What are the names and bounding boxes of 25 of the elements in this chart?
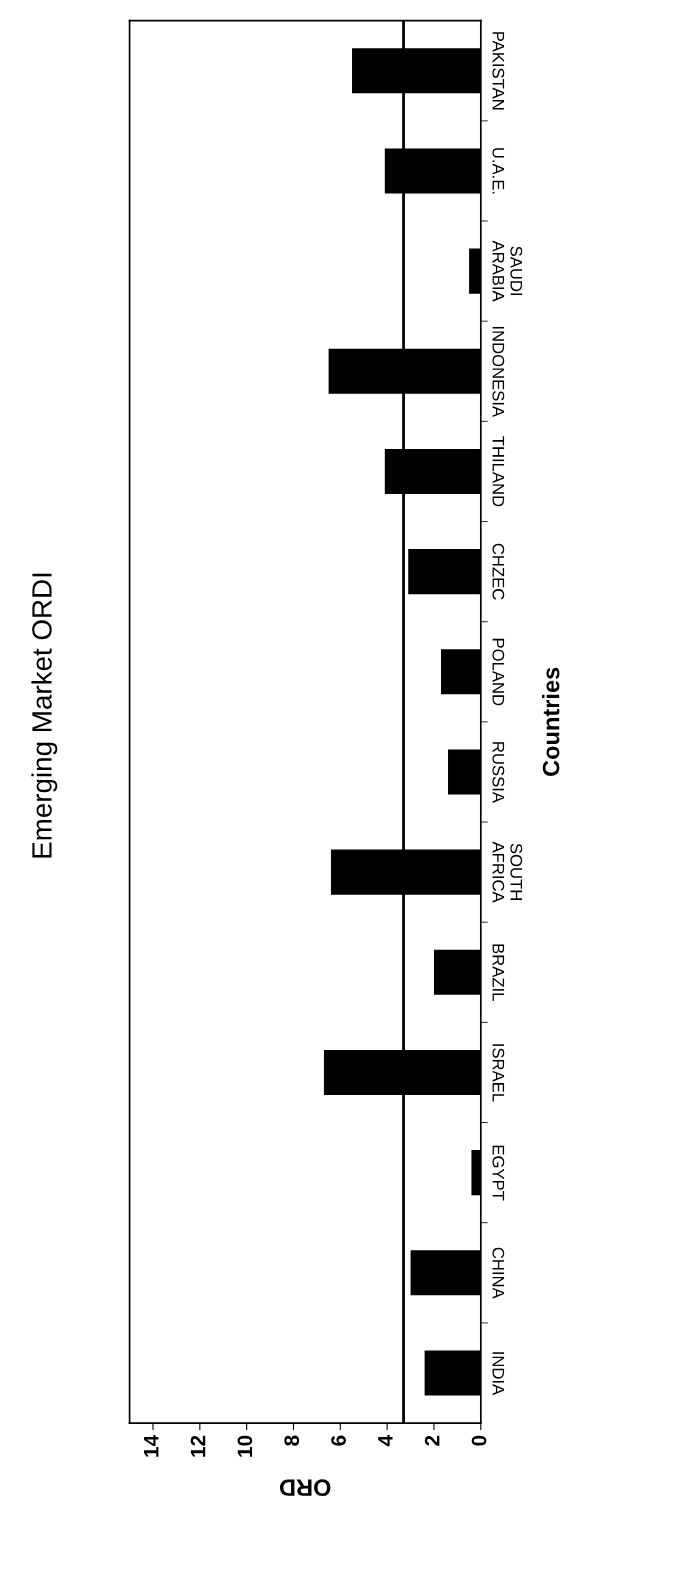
y-tick-label: CHINA	[492, 1247, 505, 1299]
x-tick-label: 14	[144, 1434, 159, 1457]
y-axis-title: Countries	[542, 667, 560, 776]
y-tick-label: BRAZIL	[492, 944, 505, 1001]
y-tick-label: ISRAEL	[492, 1044, 505, 1102]
text: Emerging Market ORDI	[31, 573, 58, 858]
y-tick-label: PAKISTAN	[492, 32, 505, 110]
y-tick-label: POLAND	[492, 638, 505, 706]
y-tick-label: THILAND	[492, 436, 505, 507]
y-tick-label: U.A.E.	[492, 148, 505, 194]
x-axis-title: ORD	[279, 1479, 331, 1497]
x-tick-label: 6	[331, 1435, 346, 1446]
y-tick-label: SAUDI ARABIA	[492, 240, 523, 302]
x-tick-label: 2	[424, 1435, 440, 1446]
x-tick-label: 8	[284, 1435, 300, 1446]
y-tick-label: RUSSIA	[492, 742, 505, 803]
x-tick-label: 10	[237, 1435, 253, 1457]
x-tick-label: 4	[378, 1434, 393, 1447]
y-tick-label: INDONESIA	[492, 326, 505, 418]
x-tick-label: 12	[190, 1435, 206, 1457]
y-tick-label: INDIA	[492, 1352, 505, 1396]
y-tick-label: EGYPT	[492, 1145, 505, 1201]
x-tick-label: 0	[471, 1435, 487, 1446]
y-tick-label: SOUTH AFRICA	[492, 841, 523, 903]
y-tick-label: CHZEC	[492, 543, 505, 600]
